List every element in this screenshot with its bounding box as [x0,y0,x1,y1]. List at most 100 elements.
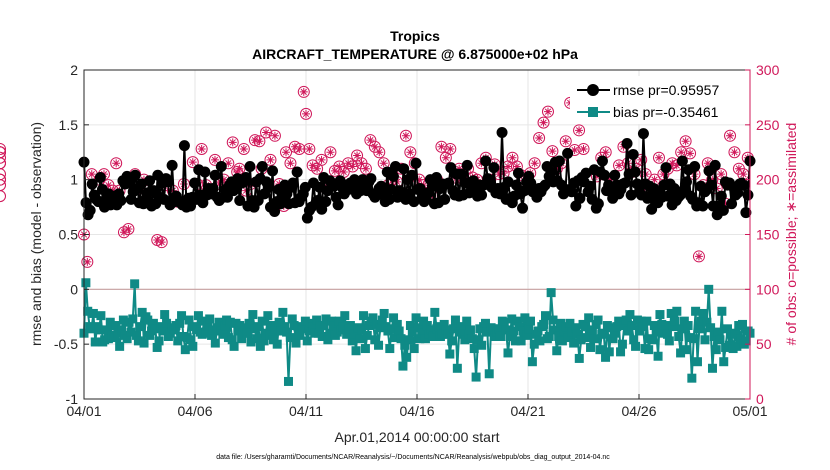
bias-point [263,311,273,321]
obs-assimilated-marker [739,170,748,179]
bias-point [347,336,357,346]
obs-possible-marker [253,135,266,148]
bias-point [670,316,680,326]
bias-point [651,327,661,337]
bias-point [319,321,329,331]
obs-possible-marker [537,116,550,129]
obs-point [364,134,377,147]
bias-point [465,325,475,335]
rmse-point [385,184,397,196]
obs-assimilated-marker [305,144,314,153]
bias-point [702,317,712,327]
bias-point [610,328,620,338]
bias-point [477,340,487,350]
bias-point [193,311,203,321]
bias-point [649,321,659,331]
bias-point [480,318,490,328]
bias-point [300,316,310,326]
rmse-point [291,166,303,178]
bias-point [218,329,228,339]
bias-point [413,323,423,333]
obs-possible-marker [264,153,277,166]
bias-point [257,316,267,326]
obs-possible-marker [351,149,364,162]
bias-point [510,336,520,346]
rmse-point [189,177,201,189]
bias-point [126,327,136,337]
bias-point [505,331,515,341]
obs-possible-marker [324,146,337,159]
bias-point [541,311,551,321]
rmse-point [410,157,422,169]
bias-point [227,335,237,345]
chart-title: Tropics [390,28,440,44]
bias-point [601,352,611,362]
obs-point [293,142,306,155]
rmse-point [629,166,641,178]
bias-point [647,335,657,345]
obs-assimilated-marker [530,159,539,168]
bias-point [203,321,213,331]
bias-point [484,369,494,379]
x-tick-label: 04/26 [621,403,656,419]
obs-assimilated-marker [317,155,326,164]
obs-possible-marker [306,159,319,172]
bias-point [636,316,646,326]
obs-point [315,153,328,166]
rmse-point [365,173,377,185]
obs-possible-marker [373,146,386,159]
obs-assimilated-marker [219,175,228,184]
bias-point [345,321,355,331]
rmse-point [234,195,246,207]
obs-possible-marker [577,142,590,155]
obs-point [268,129,281,142]
obs-assimilated-marker [708,175,717,184]
obs-point [0,143,6,155]
bias-point [349,329,359,339]
obs-assimilated-marker [543,107,552,116]
bias-point [325,328,335,338]
bias-point [462,316,472,326]
rmse-point [408,196,420,208]
obs-assimilated-marker [295,144,304,153]
obs-assimilated-marker [302,109,310,118]
bias-point [662,329,672,339]
obs-assimilated-marker [375,148,384,157]
bias-point [526,316,536,326]
obs-possible-marker [0,157,6,170]
x-tick-label: 05/01 [732,403,767,419]
bias-point [527,357,537,367]
obs-possible-marker [404,146,417,159]
y-tick-label: 2 [70,62,78,78]
bias-point [186,335,196,345]
bias-point [214,317,224,327]
obs-assimilated-marker [681,137,690,146]
bias-point [535,336,545,346]
bias-point [736,334,746,344]
obs-assimilated-marker [266,155,275,164]
obs-assimilated-marker [446,144,455,153]
x-tick-label: 04/16 [399,403,434,419]
obs-assimilated-marker [694,252,703,261]
bias-point [672,306,682,316]
obs-assimilated-marker [353,151,362,160]
bias-point [158,326,168,336]
obs-possible-marker [284,157,297,170]
obs-assimilated-marker [83,257,92,266]
obs-assimilated-marker [734,164,743,173]
rmse-point [215,161,227,173]
bias-point [501,325,511,335]
rmse-point [619,177,631,189]
rmse-point [566,186,578,198]
bias-point [280,322,290,332]
bias-point [201,328,211,338]
obs-point [110,157,123,170]
bias-point [130,279,140,289]
obs-assimilated-marker [654,153,663,162]
bias-point [619,321,629,331]
bias-point [539,319,549,329]
bias-point [396,334,406,344]
obs-assimilated-marker [290,142,299,151]
bias-point [503,348,513,358]
